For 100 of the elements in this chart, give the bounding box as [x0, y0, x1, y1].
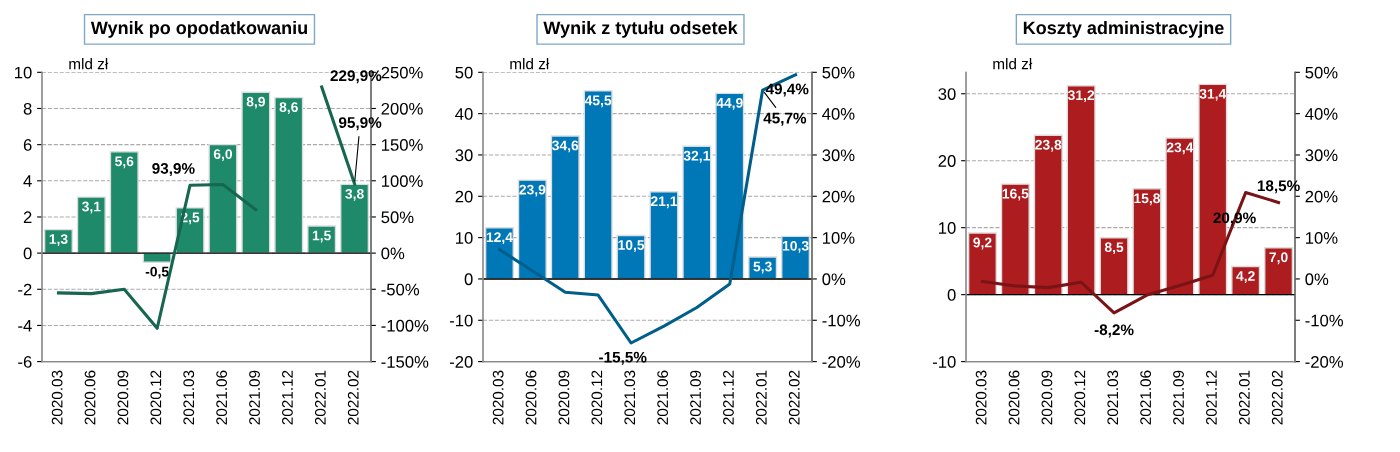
y-tick-label: 20 [938, 155, 956, 167]
y2-tick-label: 40% [1305, 108, 1338, 120]
data-label: 4,2 [1236, 271, 1255, 283]
bar [517, 179, 547, 280]
x-tick-label: 2021.03 [1107, 370, 1119, 425]
y-tick-label: 0 [23, 247, 32, 260]
x-tick-label: 2020.03 [492, 370, 504, 425]
y2-tick-label: 50% [822, 66, 855, 79]
data-label: 5,6 [115, 156, 134, 169]
bar [967, 232, 997, 296]
bar [583, 90, 613, 280]
bar [340, 183, 370, 254]
x-tick-label: 2020.06 [1008, 370, 1020, 425]
y-axis-title: mld zł [510, 58, 550, 70]
y-tick-label: 8 [23, 102, 32, 115]
y2-tick-label: 0% [822, 273, 846, 286]
bar [1033, 134, 1063, 296]
bar [1264, 247, 1294, 296]
data-label: 3,1 [82, 201, 101, 214]
y-tick-label: 0 [947, 289, 956, 301]
data-label: 6,0 [213, 149, 233, 162]
y-tick-label: 20 [455, 190, 473, 203]
bar [208, 143, 238, 254]
bar [241, 91, 271, 254]
bar [1000, 183, 1030, 296]
y2-tick-label: 50% [381, 211, 414, 224]
y2-tick-label: -20% [822, 356, 861, 368]
y-tick-label: -6 [18, 356, 32, 368]
bar [1099, 237, 1129, 296]
data-label: 31,2 [1067, 90, 1095, 103]
x-tick-label: 2020.12 [150, 370, 162, 425]
data-label: 229,9% [330, 70, 382, 84]
y-tick-label: 30 [455, 149, 473, 162]
data-label: -15,5% [599, 351, 647, 365]
y-axis-title: mld zł [69, 58, 109, 70]
bar [550, 135, 580, 280]
data-label: -8,2% [1094, 324, 1134, 338]
data-label: 10,5 [618, 240, 645, 252]
y-tick-label: 2 [23, 211, 32, 223]
y2-tick-label: 50% [1305, 66, 1338, 79]
data-label: 10,3 [782, 240, 809, 253]
y-tick-label: -10 [932, 356, 956, 368]
data-label: 15,8 [1134, 193, 1161, 206]
x-tick-label: 2020.09 [117, 370, 129, 425]
x-tick-label: 2020.03 [975, 370, 987, 425]
data-label: 93,9% [152, 163, 195, 177]
data-label: 8,9 [246, 96, 265, 109]
x-tick-label: 2021.09 [249, 370, 260, 425]
y2-tick-label: -20% [1305, 356, 1344, 368]
y2-tick-label: 200% [381, 102, 423, 115]
y2-tick-label: -150% [381, 356, 429, 368]
y-tick-label: 0 [464, 273, 473, 286]
x-tick-label: 2020.06 [525, 370, 537, 425]
x-tick-label: 2020.06 [84, 370, 96, 425]
y-tick-label: -4 [18, 320, 32, 332]
data-label: 21,1 [650, 196, 678, 209]
x-tick-label: 2021.06 [216, 370, 228, 425]
y-tick-label: 30 [938, 88, 956, 100]
y-tick-label: -20 [449, 356, 473, 368]
bar [649, 191, 679, 280]
data-label: 5,3 [753, 261, 772, 274]
chart-title: Wynik po opodatkowaniu [90, 20, 307, 38]
x-tick-label: 2022.01 [314, 370, 326, 425]
x-tick-label: 2021.09 [690, 370, 701, 425]
bar [682, 145, 712, 280]
y2-tick-label: -10% [1305, 314, 1344, 327]
data-label: 45,7% [763, 112, 807, 126]
data-label: 9,2 [973, 237, 992, 250]
data-label: 16,5 [1002, 188, 1029, 201]
data-label: 1,5 [312, 230, 331, 243]
y2-tick-label: 100% [381, 175, 423, 187]
x-tick-label: 2021.03 [624, 370, 636, 425]
data-label: 8,5 [1104, 242, 1124, 255]
data-label: 49,4% [765, 83, 809, 97]
bar [715, 92, 745, 280]
y2-tick-label: -100% [381, 319, 429, 332]
x-tick-label: 2021.12 [1206, 370, 1217, 425]
y-tick-label: 10 [15, 66, 32, 79]
x-tick-label: 2021.03 [183, 370, 195, 425]
bar [274, 96, 304, 254]
y-tick-label: -2 [18, 283, 32, 296]
y2-tick-label: 150% [381, 139, 423, 151]
data-label: -0,5 [145, 266, 169, 279]
bar [1132, 188, 1162, 296]
x-tick-label: 2021.06 [1140, 370, 1152, 425]
data-label: 34,6 [552, 140, 579, 153]
x-tick-label: 2022.02 [347, 370, 359, 425]
y2-tick-label: 10% [1305, 232, 1338, 244]
y-tick-label: 50 [455, 66, 473, 79]
y-tick-label: -10 [449, 314, 473, 327]
y-tick-label: 4 [23, 175, 32, 187]
bar [109, 151, 139, 254]
x-tick-label: 2021.12 [723, 370, 734, 425]
chart-title: Koszty administracyjne [1023, 20, 1224, 38]
y-axis-title: mld zł [993, 58, 1033, 70]
data-label: 3,8 [345, 188, 364, 201]
data-label: 23,8 [1035, 139, 1062, 152]
x-tick-label: 2022.01 [1238, 370, 1250, 425]
x-tick-label: 2021.09 [1173, 370, 1184, 425]
x-tick-label: 2022.02 [788, 370, 800, 425]
